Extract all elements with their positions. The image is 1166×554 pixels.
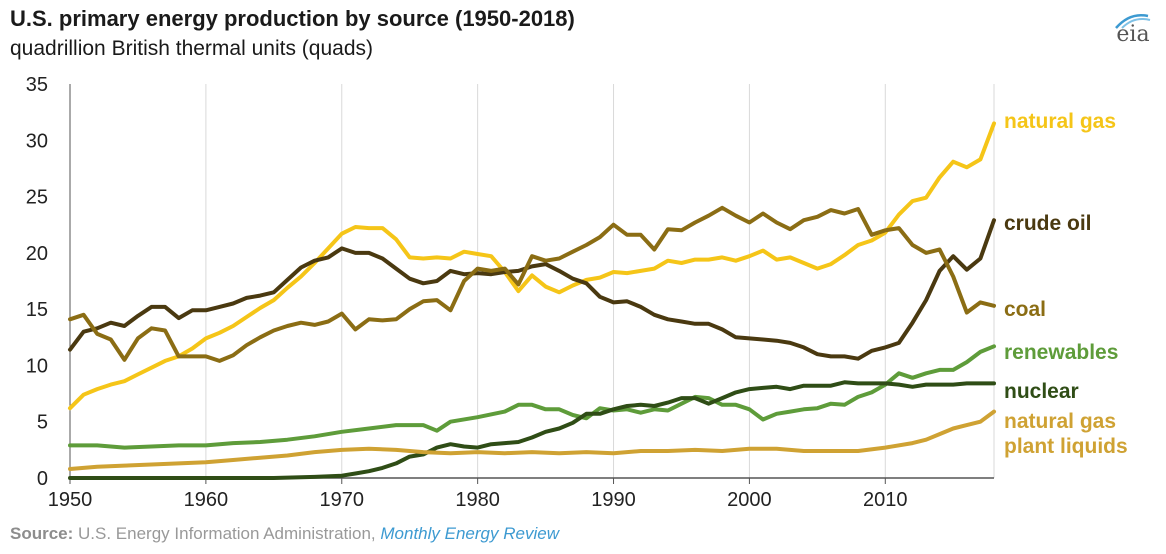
chart-subtitle: quadrillion British thermal units (quads… xyxy=(10,37,373,60)
source-org: U.S. Energy Information Administration, xyxy=(73,524,381,543)
y-tick-label: 35 xyxy=(26,74,48,96)
x-tick-label: 2010 xyxy=(863,489,908,511)
source-note: Source: U.S. Energy Information Administ… xyxy=(10,524,559,544)
series-line-natural-gas-plant-liquids xyxy=(68,409,996,471)
series-label-nuclear: nuclear xyxy=(1004,380,1079,403)
x-tick-label: 1950 xyxy=(48,489,93,511)
series-line-crude-oil xyxy=(68,218,996,361)
y-tick-label: 25 xyxy=(26,187,48,209)
series-line-renewables xyxy=(68,344,996,450)
eia-logo-arcs xyxy=(1115,14,1151,29)
source-publication-link[interactable]: Monthly Energy Review xyxy=(380,524,559,543)
y-tick-label: 0 xyxy=(37,468,48,490)
series-line-nuclear xyxy=(68,380,996,480)
eia-logo-icon: eia xyxy=(1108,10,1158,50)
y-tick-label: 20 xyxy=(26,243,48,265)
series-line-coal xyxy=(68,205,996,363)
y-tick-label: 5 xyxy=(37,412,48,434)
y-tick-label: 30 xyxy=(26,130,48,152)
series-label-coal: coal xyxy=(1004,298,1046,321)
series-line-natural-gas xyxy=(68,121,996,411)
x-tick-label: 2000 xyxy=(727,489,772,511)
grid-lines xyxy=(205,84,995,478)
source-label: Source: xyxy=(10,524,74,543)
eia-logo-text: eia xyxy=(1116,22,1150,47)
y-tick-label: 10 xyxy=(26,355,48,377)
axes: 0 5 10 15 20 25 30 35 1950 1960 1970 1980 1990 2000 20… xyxy=(26,74,994,511)
series-lines xyxy=(68,121,996,480)
series-label-natural-gas: natural gas xyxy=(1004,110,1116,133)
x-tick-label: 1960 xyxy=(184,489,229,511)
series-label-natural-gas-plant-liquids: plant liquids xyxy=(1004,435,1128,458)
x-tick-label: 1990 xyxy=(591,489,636,511)
series-labels: natural gas crude oil coal renewables nuclea… xyxy=(1004,110,1128,458)
series-label-renewables: renewables xyxy=(1004,341,1118,364)
series-label-crude-oil: crude oil xyxy=(1004,212,1092,235)
chart-title: U.S. primary energy production by source… xyxy=(10,6,575,31)
series-label-natural-gas-plant-liquids: natural gas xyxy=(1004,410,1116,433)
y-tick-label: 15 xyxy=(26,299,48,321)
x-tick-label: 1980 xyxy=(455,489,500,511)
x-tick-label: 1970 xyxy=(320,489,365,511)
